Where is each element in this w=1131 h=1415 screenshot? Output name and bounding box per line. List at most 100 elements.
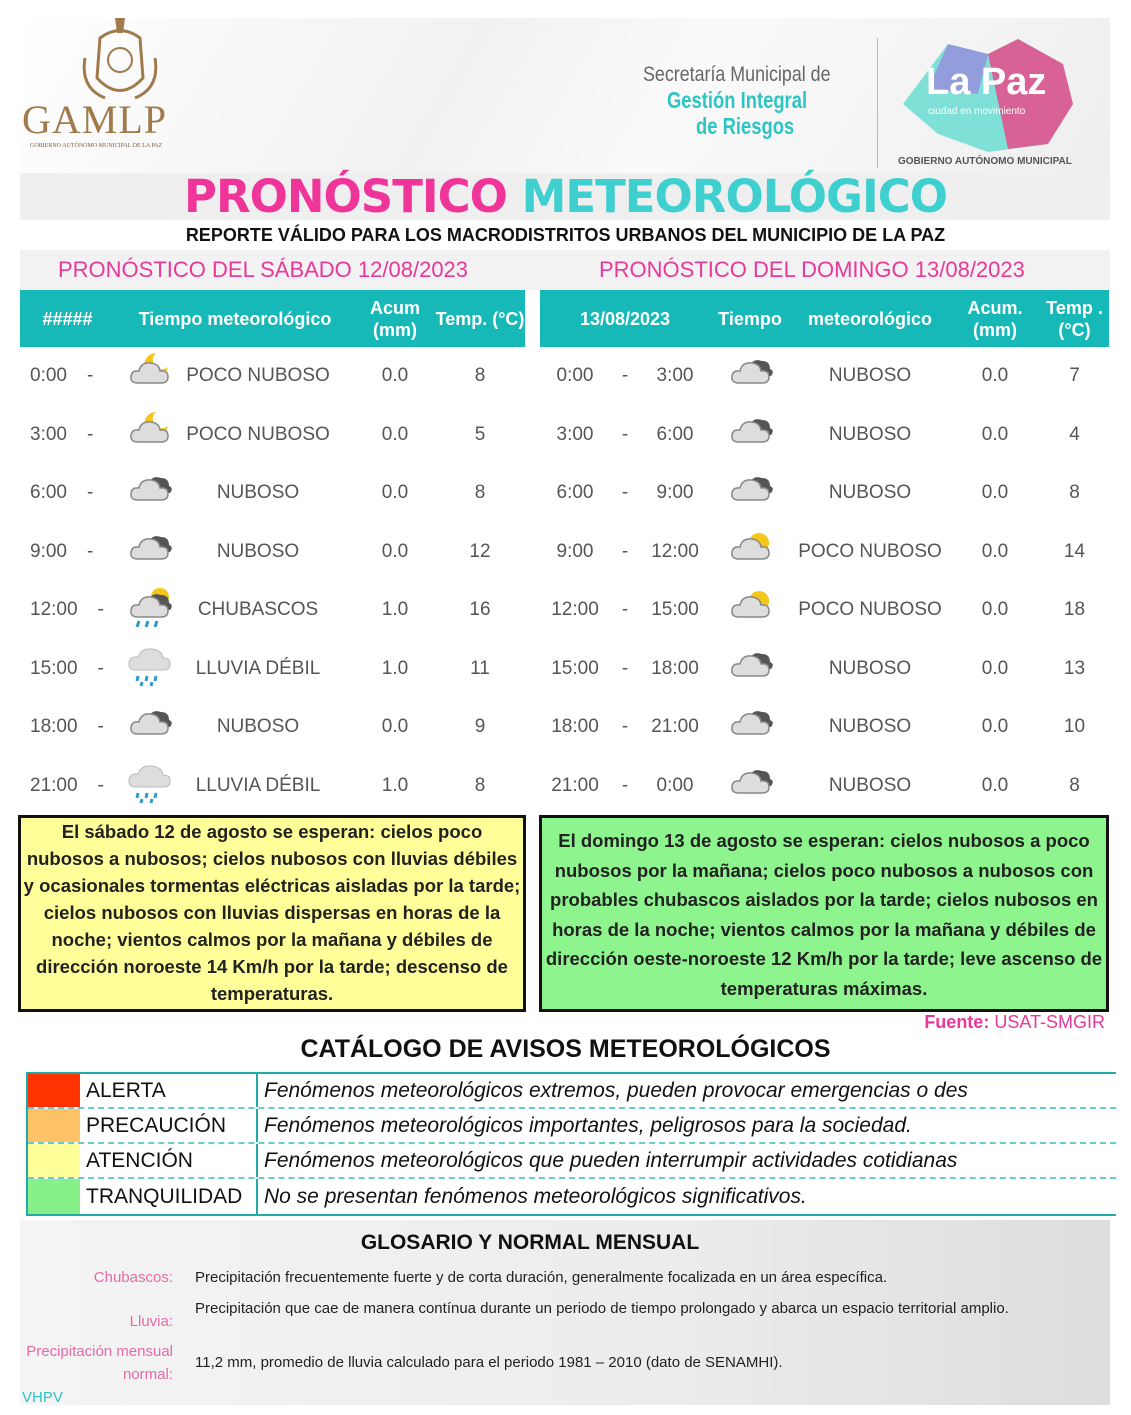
partly-cloudy-night-icon	[130, 353, 169, 384]
warning-description: No se presentan fenómenos meteorológicos…	[264, 1184, 807, 1208]
day2-forecast-table: 13/08/2023 Tiempo meteorológico Acum. (m…	[540, 290, 1109, 815]
time-separator: -	[86, 423, 94, 445]
table-row: 0:00 - 3:00 NUBOSO 0.0 7	[540, 347, 1109, 406]
cloudy-icon	[130, 535, 172, 560]
time-separator: -	[621, 716, 629, 738]
weather-label: NUBOSO	[216, 482, 300, 504]
time-from: 21:00	[30, 774, 78, 796]
title-part2: METEOROLÓGICO	[521, 170, 948, 223]
col-header: 13/08/2023	[540, 290, 710, 347]
cloudy-icon	[731, 360, 773, 384]
time-from: 6:00	[556, 482, 594, 504]
warning-color-swatch	[28, 1144, 80, 1177]
warning-level: ATENCIÓN	[80, 1144, 258, 1177]
day1-summary-text: El sábado 12 de agosto se esperan: cielo…	[23, 821, 521, 1004]
acum-value: 0.0	[981, 599, 1009, 621]
source-label: Fuente:	[924, 1012, 990, 1032]
temp-value: 8	[474, 482, 486, 504]
weather-label: NUBOSO	[216, 540, 300, 562]
temp-value: 18	[1063, 599, 1086, 621]
temp-value: 10	[1063, 716, 1086, 738]
temp-value: 8	[474, 774, 486, 796]
col-header: Temp . (°C)	[1040, 290, 1109, 347]
warning-description: Fenómenos meteorológicos que pueden inte…	[264, 1148, 958, 1172]
col-header: Acum. (mm)	[950, 290, 1040, 347]
glossary-panel	[20, 1220, 1110, 1405]
weather-label: LLUVIA DÉBIL	[195, 774, 321, 796]
catalog-row: TRANQUILIDAD No se presentan fenómenos me…	[28, 1179, 1116, 1214]
time-from: 12:00	[551, 599, 599, 621]
svg-text:ciudad en movimiento: ciudad en movimiento	[928, 106, 1026, 117]
col-header: Acum (mm)	[355, 290, 435, 347]
time-to: 9:00	[656, 482, 694, 504]
col-header: Tiempo meteorológico	[115, 290, 355, 347]
table-row: 3:00 - 6:00 NUBOSO 0.0 4	[540, 406, 1109, 465]
acum-value: 0.0	[381, 482, 409, 504]
author-initials: VHPV	[22, 1389, 63, 1406]
time-separator: -	[621, 365, 629, 387]
page-subtitle: REPORTE VÁLIDO PARA LOS MACRODISTRITOS U…	[185, 225, 946, 245]
day1-summary: El sábado 12 de agosto se esperan: cielo…	[18, 815, 526, 1012]
table-row: 18:00- NUBOSO 0.0 9	[20, 698, 525, 757]
time-separator: -	[621, 423, 629, 445]
warning-level: ALERTA	[80, 1074, 258, 1107]
cloudy-icon	[731, 418, 773, 443]
temp-value: 11	[470, 657, 490, 679]
weather-label: NUBOSO	[828, 365, 912, 387]
time-from: 15:00	[30, 657, 78, 679]
table-row: 9:00 -12:00 POCO NUBOSO 0.0 14	[540, 523, 1109, 582]
time-to: 6:00	[656, 423, 694, 445]
time-from: 21:00	[551, 774, 599, 796]
table-row: 18:00-21:00 NUBOSO 0.0 10	[540, 698, 1109, 757]
day2-title: PRONÓSTICO DEL DOMINGO 13/08/2023	[599, 257, 1025, 282]
acum-value: 1.0	[381, 774, 409, 796]
warning-color-swatch	[28, 1179, 80, 1214]
temp-value: 9	[474, 716, 486, 738]
acum-value: 0.0	[381, 716, 409, 738]
source: Fuente: USAT-SMGIR	[924, 1012, 1105, 1032]
temp-value: 5	[474, 423, 486, 445]
acum-value: 0.0	[381, 423, 409, 445]
page-title: PRONÓSTICO METEOROLÓGICO	[0, 172, 1131, 222]
weather-label: NUBOSO	[828, 716, 912, 738]
table-row: 6:00 - 9:00 NUBOSO 0.0 8	[540, 464, 1109, 523]
catalog-title: CATÁLOGO DE AVISOS METEOROLÓGICOS	[300, 1035, 831, 1063]
acum-value: 0.0	[381, 540, 409, 562]
time-from: 0:00	[556, 365, 594, 387]
acum-value: 0.0	[981, 716, 1009, 738]
acum-value: 1.0	[381, 657, 409, 679]
time-separator: -	[621, 599, 629, 621]
time-from: 6:00	[30, 482, 67, 504]
time-separator: -	[621, 482, 629, 504]
time-separator: -	[86, 365, 94, 387]
glossary-definition: 11,2 mm, promedio de lluvia calculado pa…	[195, 1354, 783, 1371]
warning-description: Fenómenos meteorológicos importantes, pe…	[264, 1113, 912, 1137]
weather-label: NUBOSO	[828, 657, 912, 679]
time-from: 9:00	[30, 540, 67, 562]
title-part1: PRONÓSTICO	[183, 170, 508, 223]
temp-value: 14	[1063, 540, 1086, 562]
table-row: 9:00- NUBOSO 0.0 12	[20, 523, 525, 582]
time-separator: -	[97, 774, 104, 796]
weather-label: NUBOSO	[828, 423, 912, 445]
time-separator: -	[621, 657, 629, 679]
weather-label: NUBOSO	[828, 774, 912, 796]
day1-forecast-table: ##### Tiempo meteorológico Acum (mm) Tem…	[20, 290, 525, 815]
light-rain-icon	[128, 648, 171, 687]
temp-value: 7	[1069, 365, 1080, 387]
time-separator: -	[86, 482, 94, 504]
catalog-row: ATENCIÓN Fenómenos meteorológicos que pue…	[28, 1144, 1116, 1179]
divider	[877, 38, 878, 168]
glossary-definition: Precipitación que cae de manera contínua…	[195, 1300, 1009, 1317]
partly-cloudy-day-icon	[731, 591, 770, 618]
light-rain-icon	[128, 765, 171, 804]
secretaria-line1: Secretaría Municipal de	[643, 63, 831, 86]
time-separator: -	[621, 540, 629, 562]
acum-value: 0.0	[981, 774, 1009, 796]
time-from: 15:00	[551, 657, 599, 679]
gamlp-logo-subtitle: GOBIERNO AUTÓNOMO MUNICIPAL DE LA PAZ	[30, 143, 163, 149]
secretaria-line3: de Riesgos	[696, 113, 795, 139]
weather-label: POCO NUBOSO	[798, 540, 942, 562]
temp-value: 8	[474, 365, 486, 387]
temp-value: 8	[1069, 482, 1080, 504]
